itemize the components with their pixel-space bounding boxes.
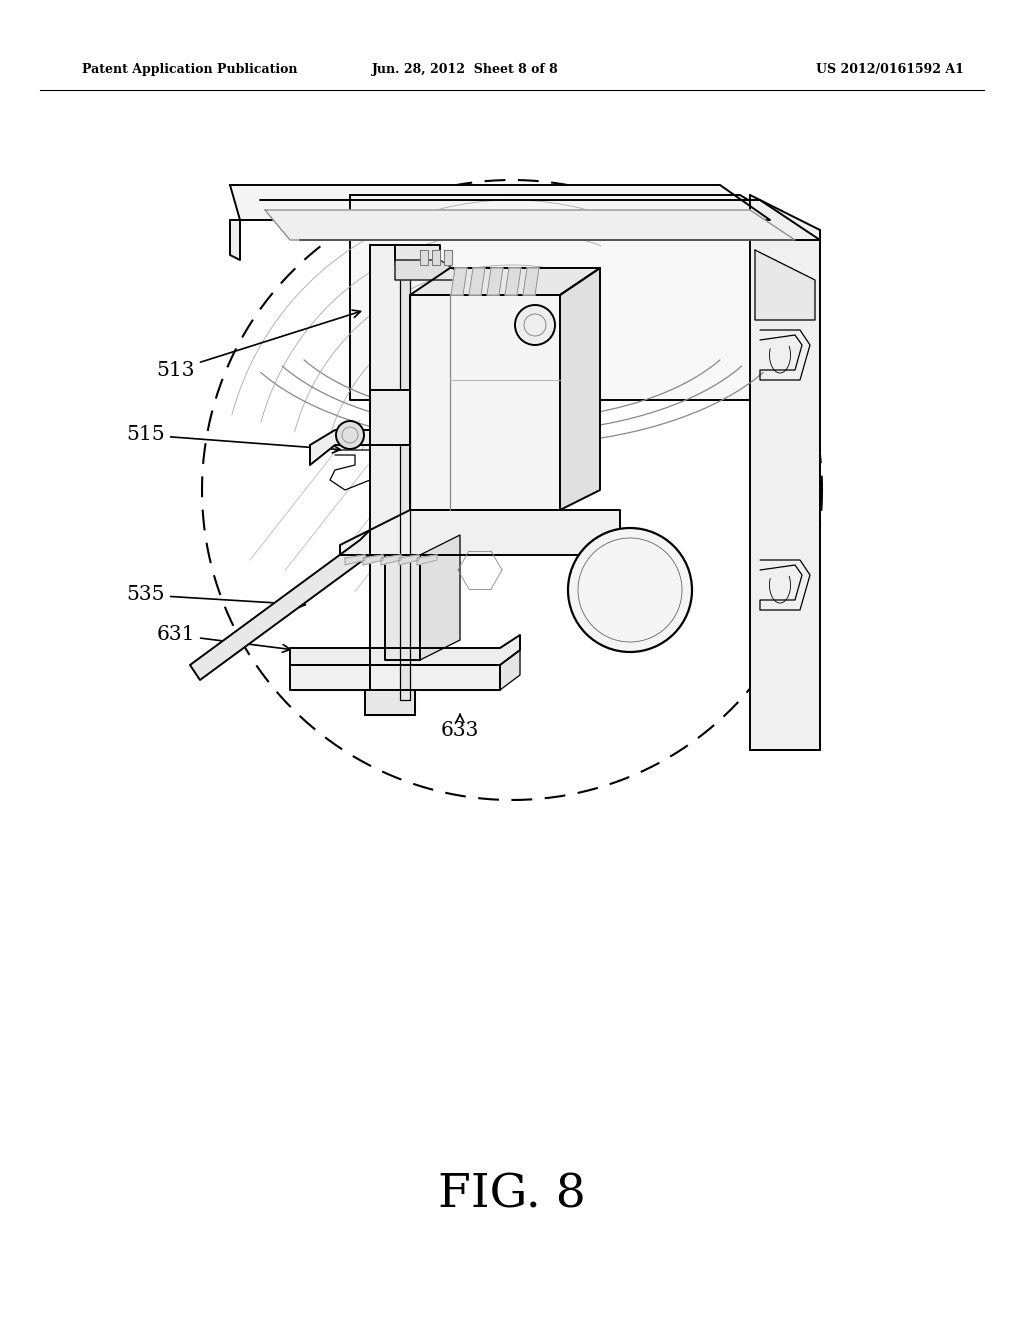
Polygon shape xyxy=(362,554,383,565)
Polygon shape xyxy=(230,220,240,260)
Circle shape xyxy=(568,528,692,652)
Polygon shape xyxy=(230,185,770,220)
Polygon shape xyxy=(420,535,460,660)
Polygon shape xyxy=(290,665,500,690)
Polygon shape xyxy=(505,268,521,294)
Text: 513: 513 xyxy=(157,310,360,380)
Polygon shape xyxy=(345,554,365,565)
Polygon shape xyxy=(350,195,790,400)
Polygon shape xyxy=(310,389,410,465)
Polygon shape xyxy=(190,531,370,680)
Polygon shape xyxy=(365,690,415,715)
Polygon shape xyxy=(432,249,440,265)
Circle shape xyxy=(515,305,555,345)
Polygon shape xyxy=(381,554,401,565)
Text: FIG. 8: FIG. 8 xyxy=(438,1172,586,1217)
Polygon shape xyxy=(487,268,503,294)
Text: 633: 633 xyxy=(440,714,479,739)
Polygon shape xyxy=(420,249,428,265)
Polygon shape xyxy=(370,389,410,445)
Polygon shape xyxy=(523,268,539,294)
Polygon shape xyxy=(290,635,520,665)
Polygon shape xyxy=(399,554,419,565)
Polygon shape xyxy=(469,268,485,294)
Polygon shape xyxy=(417,554,437,565)
Text: US 2012/0161592 A1: US 2012/0161592 A1 xyxy=(816,63,964,77)
Text: 535: 535 xyxy=(127,586,305,609)
Polygon shape xyxy=(370,246,410,710)
Circle shape xyxy=(336,421,364,449)
Polygon shape xyxy=(451,268,467,294)
Text: Jun. 28, 2012  Sheet 8 of 8: Jun. 28, 2012 Sheet 8 of 8 xyxy=(372,63,558,77)
Polygon shape xyxy=(265,210,795,240)
Text: 515: 515 xyxy=(126,425,340,453)
Polygon shape xyxy=(410,268,600,294)
Polygon shape xyxy=(340,510,620,554)
Polygon shape xyxy=(755,249,815,319)
Polygon shape xyxy=(385,554,420,660)
Polygon shape xyxy=(395,260,455,280)
Polygon shape xyxy=(410,294,560,510)
Polygon shape xyxy=(444,249,452,265)
Polygon shape xyxy=(395,246,440,265)
Polygon shape xyxy=(750,195,820,750)
Polygon shape xyxy=(500,649,520,690)
Polygon shape xyxy=(400,260,410,700)
Polygon shape xyxy=(560,268,600,510)
Text: 631: 631 xyxy=(157,626,291,652)
Text: Patent Application Publication: Patent Application Publication xyxy=(82,63,298,77)
